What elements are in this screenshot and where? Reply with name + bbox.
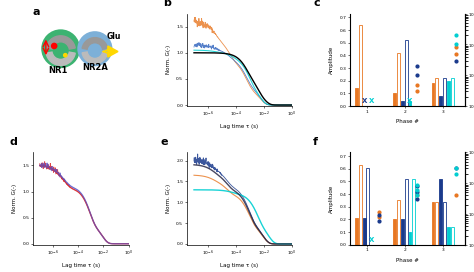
Text: X: X bbox=[369, 237, 374, 243]
Bar bbox=[366, 168, 369, 245]
Bar bbox=[393, 93, 396, 106]
Bar bbox=[405, 40, 408, 106]
Point bbox=[452, 42, 459, 47]
Text: X: X bbox=[369, 98, 374, 104]
Text: f: f bbox=[313, 137, 318, 147]
X-axis label: Lag time τ (s): Lag time τ (s) bbox=[220, 263, 258, 268]
Text: b: b bbox=[164, 0, 172, 8]
Point bbox=[414, 89, 421, 94]
Point bbox=[452, 58, 459, 63]
Point bbox=[414, 183, 421, 187]
Circle shape bbox=[64, 54, 67, 57]
X-axis label: Phase #: Phase # bbox=[396, 119, 419, 124]
Bar bbox=[401, 101, 404, 106]
Point bbox=[452, 166, 459, 171]
Point bbox=[375, 219, 383, 223]
Bar bbox=[435, 202, 438, 245]
Point bbox=[414, 184, 421, 188]
Bar bbox=[359, 165, 362, 245]
Bar bbox=[443, 202, 446, 245]
Point bbox=[414, 193, 421, 197]
Wedge shape bbox=[46, 36, 75, 49]
Bar bbox=[397, 53, 400, 106]
Wedge shape bbox=[82, 52, 108, 64]
Bar bbox=[409, 101, 411, 106]
Point bbox=[375, 209, 383, 214]
Text: NR2A: NR2A bbox=[82, 63, 108, 72]
Bar bbox=[405, 179, 408, 245]
Bar bbox=[355, 218, 358, 245]
Text: X: X bbox=[407, 98, 413, 104]
Text: c: c bbox=[313, 0, 319, 8]
Circle shape bbox=[77, 31, 112, 66]
Wedge shape bbox=[82, 38, 108, 49]
Bar bbox=[435, 78, 438, 106]
Bar bbox=[397, 200, 400, 245]
Text: d: d bbox=[9, 137, 17, 147]
Point bbox=[414, 190, 421, 194]
Bar bbox=[401, 220, 404, 245]
Text: X: X bbox=[361, 98, 367, 104]
Point bbox=[452, 193, 459, 197]
Bar bbox=[393, 220, 396, 245]
Point bbox=[414, 64, 421, 68]
X-axis label: Phase #: Phase # bbox=[396, 258, 419, 263]
Text: NR1: NR1 bbox=[48, 66, 68, 75]
Point bbox=[375, 213, 383, 218]
Polygon shape bbox=[108, 46, 118, 57]
Bar bbox=[451, 227, 454, 245]
Point bbox=[452, 166, 459, 171]
Circle shape bbox=[52, 43, 57, 49]
Y-axis label: Norm. G(-): Norm. G(-) bbox=[165, 184, 171, 213]
Bar bbox=[451, 78, 454, 106]
Bar bbox=[412, 179, 415, 245]
Y-axis label: Norm. G(-): Norm. G(-) bbox=[165, 45, 171, 75]
Y-axis label: Amplitude: Amplitude bbox=[329, 184, 334, 213]
Y-axis label: Norm. G(-): Norm. G(-) bbox=[12, 184, 17, 213]
Circle shape bbox=[41, 29, 80, 68]
X-axis label: Lag time τ (s): Lag time τ (s) bbox=[62, 263, 100, 268]
Bar bbox=[447, 227, 450, 245]
Point bbox=[414, 197, 421, 202]
Text: Glu: Glu bbox=[107, 32, 121, 42]
Bar bbox=[447, 81, 450, 106]
Bar bbox=[359, 25, 362, 106]
Point bbox=[414, 193, 421, 197]
Bar bbox=[409, 232, 411, 245]
Bar bbox=[431, 202, 434, 245]
X-axis label: Lag time τ (s): Lag time τ (s) bbox=[220, 124, 258, 129]
Text: e: e bbox=[160, 137, 168, 147]
Bar bbox=[439, 96, 442, 106]
Bar bbox=[443, 78, 446, 106]
Point bbox=[452, 51, 459, 56]
Bar bbox=[363, 218, 365, 245]
Point bbox=[452, 45, 459, 50]
Point bbox=[414, 82, 421, 87]
Text: a: a bbox=[33, 7, 40, 17]
Point bbox=[452, 172, 459, 176]
Wedge shape bbox=[46, 52, 75, 65]
Point bbox=[375, 215, 383, 219]
Bar bbox=[439, 179, 442, 245]
Bar bbox=[355, 88, 358, 106]
Y-axis label: Amplitude: Amplitude bbox=[329, 46, 334, 74]
Point bbox=[414, 73, 421, 78]
Bar bbox=[431, 83, 434, 106]
Point bbox=[414, 188, 421, 192]
Point bbox=[452, 33, 459, 37]
